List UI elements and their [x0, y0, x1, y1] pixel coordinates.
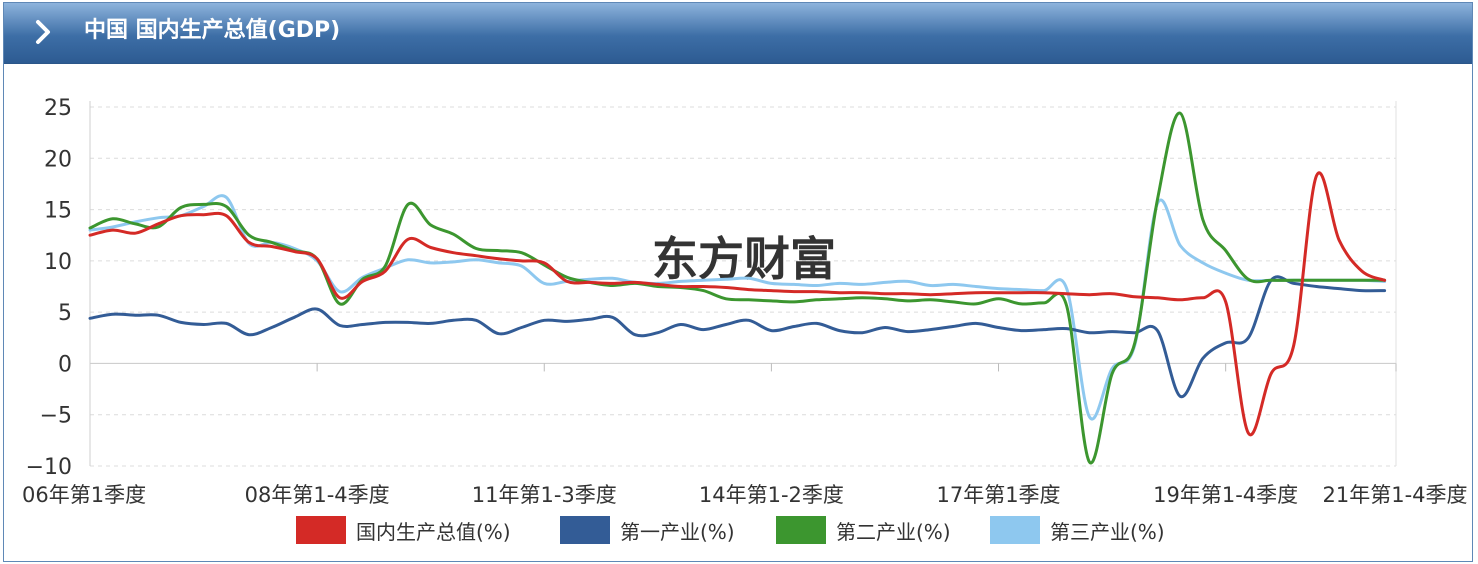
x-tick-label: 06年第1季度 — [22, 483, 146, 507]
legend-swatch-gdp — [296, 516, 346, 544]
legend-label: 第一产业(%) — [620, 519, 735, 544]
legend-swatch-primary — [560, 516, 610, 544]
x-tick-label: 21年第1-4季度 — [1322, 483, 1467, 507]
legend-item-gdp[interactable]: 国内生产总值(%) — [296, 512, 511, 548]
y-tick-label: 15 — [44, 199, 72, 224]
y-tick-label: 10 — [44, 250, 72, 275]
y-tick-label: −5 — [40, 404, 72, 429]
y-tick-label: 0 — [58, 352, 72, 377]
x-tick-label: 14年第1-2季度 — [699, 483, 844, 507]
legend-item-secondary[interactable]: 第二产业(%) — [776, 512, 951, 548]
legend-label: 第三产业(%) — [1050, 519, 1165, 544]
chart-legend: 国内生产总值(%) 第一产业(%) 第二产业(%) 第三产业(%) — [0, 512, 1478, 552]
y-tick-label: 20 — [44, 147, 72, 172]
legend-swatch-tertiary — [990, 516, 1040, 544]
x-tick-label: 08年第1-4季度 — [245, 483, 390, 507]
legend-label: 国内生产总值(%) — [356, 519, 511, 544]
legend-label: 第二产业(%) — [836, 519, 951, 544]
y-tick-label: −10 — [26, 455, 72, 480]
legend-item-tertiary[interactable]: 第三产业(%) — [990, 512, 1165, 548]
x-tick-label: 11年第1-3季度 — [472, 483, 617, 507]
chevron-right-icon[interactable] — [32, 18, 54, 46]
legend-item-primary[interactable]: 第一产业(%) — [560, 512, 735, 548]
series-line-gdp — [88, 171, 1387, 437]
series-line-primary — [88, 275, 1387, 398]
x-tick-label: 19年第1-4季度 — [1153, 483, 1298, 507]
y-tick-label: 25 — [44, 96, 72, 121]
y-tick-label: 5 — [58, 301, 72, 326]
legend-swatch-secondary — [776, 516, 826, 544]
x-tick-label: 17年第1季度 — [936, 483, 1060, 507]
gdp-line-chart: 25 20 15 10 5 0 −5 −10 06年第1季度 08年第1-4季度 11年第1-3季度… — [22, 96, 1468, 507]
panel-header: 中国 国内生产总值(GDP) — [4, 3, 1472, 64]
page-title: 中国 国内生产总值(GDP) — [84, 18, 341, 43]
chart-panel: 中国 国内生产总值(GDP) — [3, 2, 1473, 562]
